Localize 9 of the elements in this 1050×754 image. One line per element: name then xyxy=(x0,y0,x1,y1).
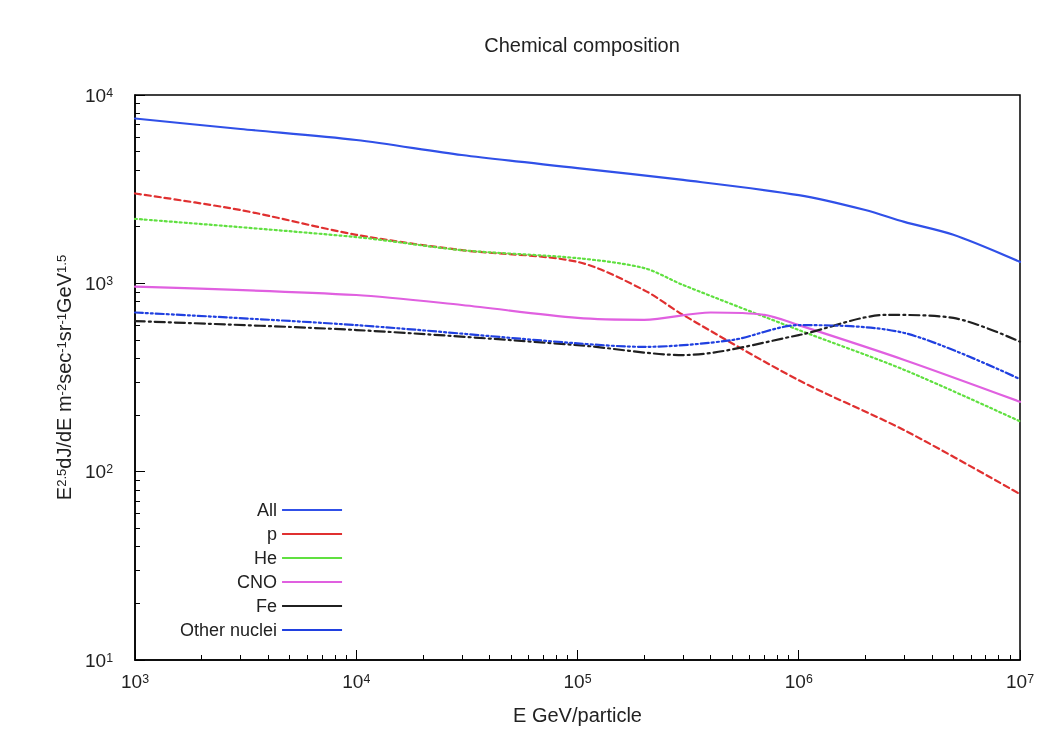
x-axis-title: E GeV/particle xyxy=(513,704,642,726)
chart-title: Chemical composition xyxy=(484,34,680,56)
legend-label: CNO xyxy=(237,572,278,592)
legend-label: Other nuclei xyxy=(179,620,278,640)
legend-label: He xyxy=(254,548,278,568)
legend-label: Fe xyxy=(256,596,278,616)
legend-label: All xyxy=(257,500,278,520)
text: E2.5dJ/dE m-2sec-1sr-1GeV1.5 xyxy=(53,254,76,501)
legend-label: p xyxy=(267,524,278,544)
